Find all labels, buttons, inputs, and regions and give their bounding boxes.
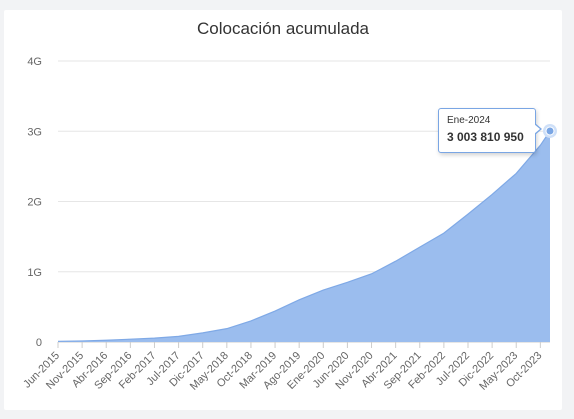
y-tick-label: 0: [36, 337, 42, 349]
chart-title: Colocación acumulada: [197, 19, 369, 38]
tooltip-caret: [534, 123, 542, 135]
tooltip-date: Ene-2024: [447, 115, 491, 126]
chart-card: Colocación acumulada 0 1G 2G 3G 4G Jun-2015 No…: [4, 10, 562, 410]
series-line: [57, 130, 551, 342]
y-tick-label: 3G: [27, 126, 42, 138]
hover-point[interactable]: [545, 126, 555, 136]
area-series[interactable]: [58, 130, 550, 342]
y-tick-label: 1G: [27, 267, 42, 279]
area-chart[interactable]: 01G2G3G4GJun-2015Nov-2015Abr-2016Sep-201…: [4, 10, 562, 410]
data-tooltip: Ene-2024 3 003 810 950: [438, 108, 542, 153]
y-tick-label: 2G: [27, 197, 42, 209]
tooltip-value: 3 003 810 950: [447, 130, 524, 144]
y-tick-label: 4G: [27, 56, 42, 68]
